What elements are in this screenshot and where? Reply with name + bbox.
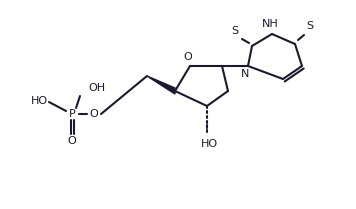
Text: O: O [184,52,192,62]
Text: S: S [231,26,239,36]
Text: NH: NH [262,19,278,29]
Text: S: S [307,21,314,31]
Text: HO: HO [31,96,48,106]
Text: OH: OH [88,83,105,93]
Text: P: P [69,109,75,119]
Polygon shape [147,76,175,94]
Text: N: N [241,69,249,79]
Text: O: O [68,136,77,146]
Text: O: O [90,109,98,119]
Text: HO: HO [200,139,218,149]
